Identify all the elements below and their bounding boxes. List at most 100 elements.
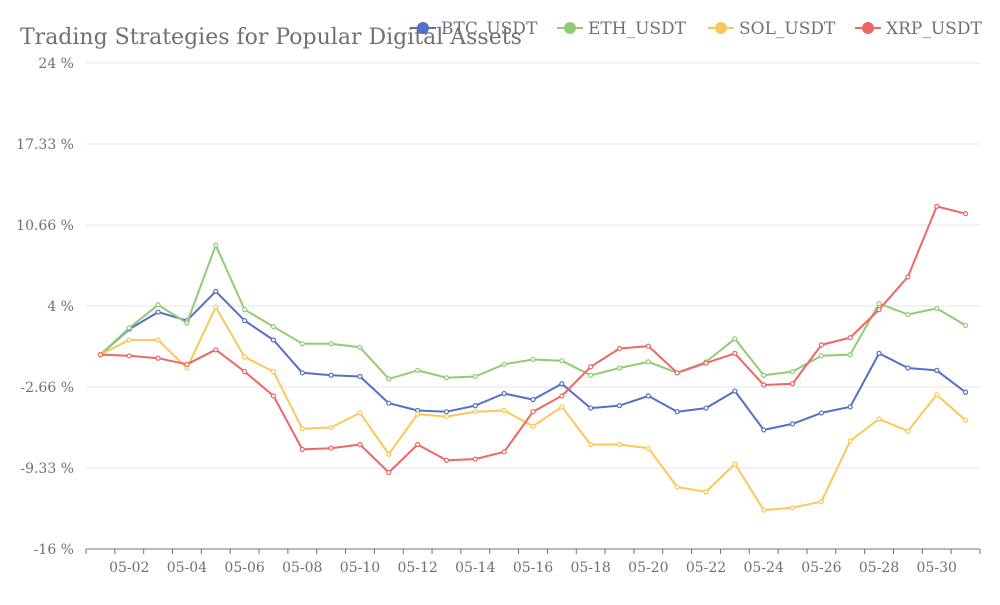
data-point-xrp-usdt (299, 446, 305, 452)
legend-item-btc-usdt[interactable]: BTC_USDT (410, 19, 538, 39)
data-point-sol-usdt (588, 441, 594, 448)
data-point-btc-usdt (934, 367, 940, 373)
data-point-btc-usdt (818, 410, 824, 416)
data-point-xrp-usdt (213, 347, 219, 353)
series-line-xrp-usdt (100, 205, 966, 474)
x-tick-label: 05-16 (513, 560, 553, 576)
data-point-btc-usdt (616, 403, 623, 409)
x-tick-label: 05-04 (167, 560, 207, 576)
data-point-xrp-usdt (789, 381, 796, 387)
data-point-sol-usdt (789, 505, 796, 511)
data-point-btc-usdt (732, 388, 738, 394)
data-point-sol-usdt (126, 337, 132, 343)
data-point-eth-usdt (155, 302, 161, 308)
data-point-xrp-usdt (588, 364, 594, 370)
data-point-eth-usdt (443, 375, 450, 381)
data-point-btc-usdt (213, 288, 219, 295)
data-point-eth-usdt (616, 365, 623, 371)
data-point-eth-usdt (934, 305, 940, 312)
data-point-eth-usdt (962, 322, 969, 329)
data-point-sol-usdt (415, 411, 421, 417)
data-point-btc-usdt (645, 393, 651, 399)
data-point-xrp-usdt (645, 343, 651, 349)
data-point-sol-usdt (443, 413, 450, 420)
data-point-xrp-usdt (328, 445, 334, 451)
data-point-eth-usdt (501, 361, 507, 367)
data-point-eth-usdt (530, 356, 536, 363)
data-point-btc-usdt (472, 403, 478, 409)
data-point-xrp-usdt (126, 353, 132, 359)
data-point-btc-usdt (443, 409, 450, 415)
legend-label: XRP_USDT (886, 19, 982, 39)
legend-item-eth-usdt[interactable]: ETH_USDT (557, 19, 687, 39)
legend-label: BTC_USDT (441, 19, 538, 39)
data-point-sol-usdt (876, 416, 882, 422)
series-xrp-usdt (97, 203, 969, 476)
data-point-xrp-usdt (732, 350, 738, 356)
legend-marker (564, 22, 576, 34)
x-tick-label: 05-12 (397, 560, 437, 576)
x-tick-label: 05-26 (801, 560, 841, 576)
data-point-xrp-usdt (357, 441, 363, 448)
data-point-eth-usdt (588, 372, 594, 378)
legend[interactable]: BTC_USDT ETH_USDT SOL_USDT XRP_USDT (410, 19, 982, 39)
legend-item-sol-usdt[interactable]: SOL_USDT (708, 19, 836, 39)
data-point-btc-usdt (386, 400, 392, 406)
data-point-sol-usdt (645, 445, 651, 451)
x-tick-label: 05-02 (109, 560, 149, 576)
data-point-xrp-usdt (962, 211, 969, 217)
data-point-xrp-usdt (847, 334, 853, 341)
data-point-xrp-usdt (559, 393, 565, 399)
y-tick-label: -2.66 % (20, 380, 74, 396)
legend-item-xrp-usdt[interactable]: XRP_USDT (855, 19, 982, 39)
y-tick-label: -9.33 % (20, 461, 74, 477)
data-point-sol-usdt (530, 423, 536, 429)
data-point-sol-usdt (213, 304, 219, 310)
data-point-sol-usdt (299, 426, 305, 432)
data-point-xrp-usdt (443, 457, 450, 463)
data-point-sol-usdt (962, 417, 969, 423)
legend-label: ETH_USDT (588, 19, 687, 39)
data-point-sol-usdt (357, 410, 363, 416)
data-point-xrp-usdt (270, 393, 277, 399)
axis-layer: -16 % -9.33 % -2.66 % 4 % 10.66 % 17.33 % 24 %… (16, 56, 981, 576)
series-btc-usdt (97, 288, 969, 433)
data-point-xrp-usdt (501, 449, 507, 455)
data-point-sol-usdt (732, 461, 738, 467)
grid-layer (86, 62, 980, 469)
x-tick-label: 05-10 (340, 560, 380, 576)
data-point-eth-usdt (876, 300, 882, 307)
series-sol-usdt (97, 304, 969, 513)
x-tick-label: 05-24 (744, 560, 784, 576)
data-point-eth-usdt (299, 341, 305, 347)
data-point-sol-usdt (559, 404, 565, 410)
data-point-xrp-usdt (616, 345, 623, 352)
data-point-xrp-usdt (674, 370, 680, 376)
chart-title: Trading Strategies for Popular Digital A… (20, 25, 522, 50)
data-point-eth-usdt (559, 358, 565, 364)
data-point-btc-usdt (530, 396, 536, 403)
data-point-btc-usdt (299, 370, 305, 376)
data-point-sol-usdt (761, 507, 767, 513)
data-point-eth-usdt (184, 320, 190, 326)
data-point-eth-usdt (415, 367, 421, 373)
data-point-sol-usdt (155, 337, 161, 343)
data-point-sol-usdt (905, 428, 911, 434)
data-point-eth-usdt (270, 324, 277, 330)
data-point-xrp-usdt (934, 203, 940, 209)
legend-label: SOL_USDT (739, 19, 836, 39)
series-line-sol-usdt (99, 306, 967, 512)
data-point-sol-usdt (616, 441, 623, 448)
data-point-eth-usdt (789, 369, 796, 375)
data-point-xrp-usdt (876, 307, 882, 313)
data-point-eth-usdt (761, 372, 767, 378)
data-point-btc-usdt (962, 389, 969, 395)
data-point-sol-usdt (386, 451, 392, 457)
data-point-eth-usdt (732, 336, 738, 342)
series-layer (97, 203, 969, 513)
data-point-btc-usdt (242, 317, 248, 324)
data-point-xrp-usdt (905, 274, 911, 280)
data-point-eth-usdt (645, 359, 651, 365)
